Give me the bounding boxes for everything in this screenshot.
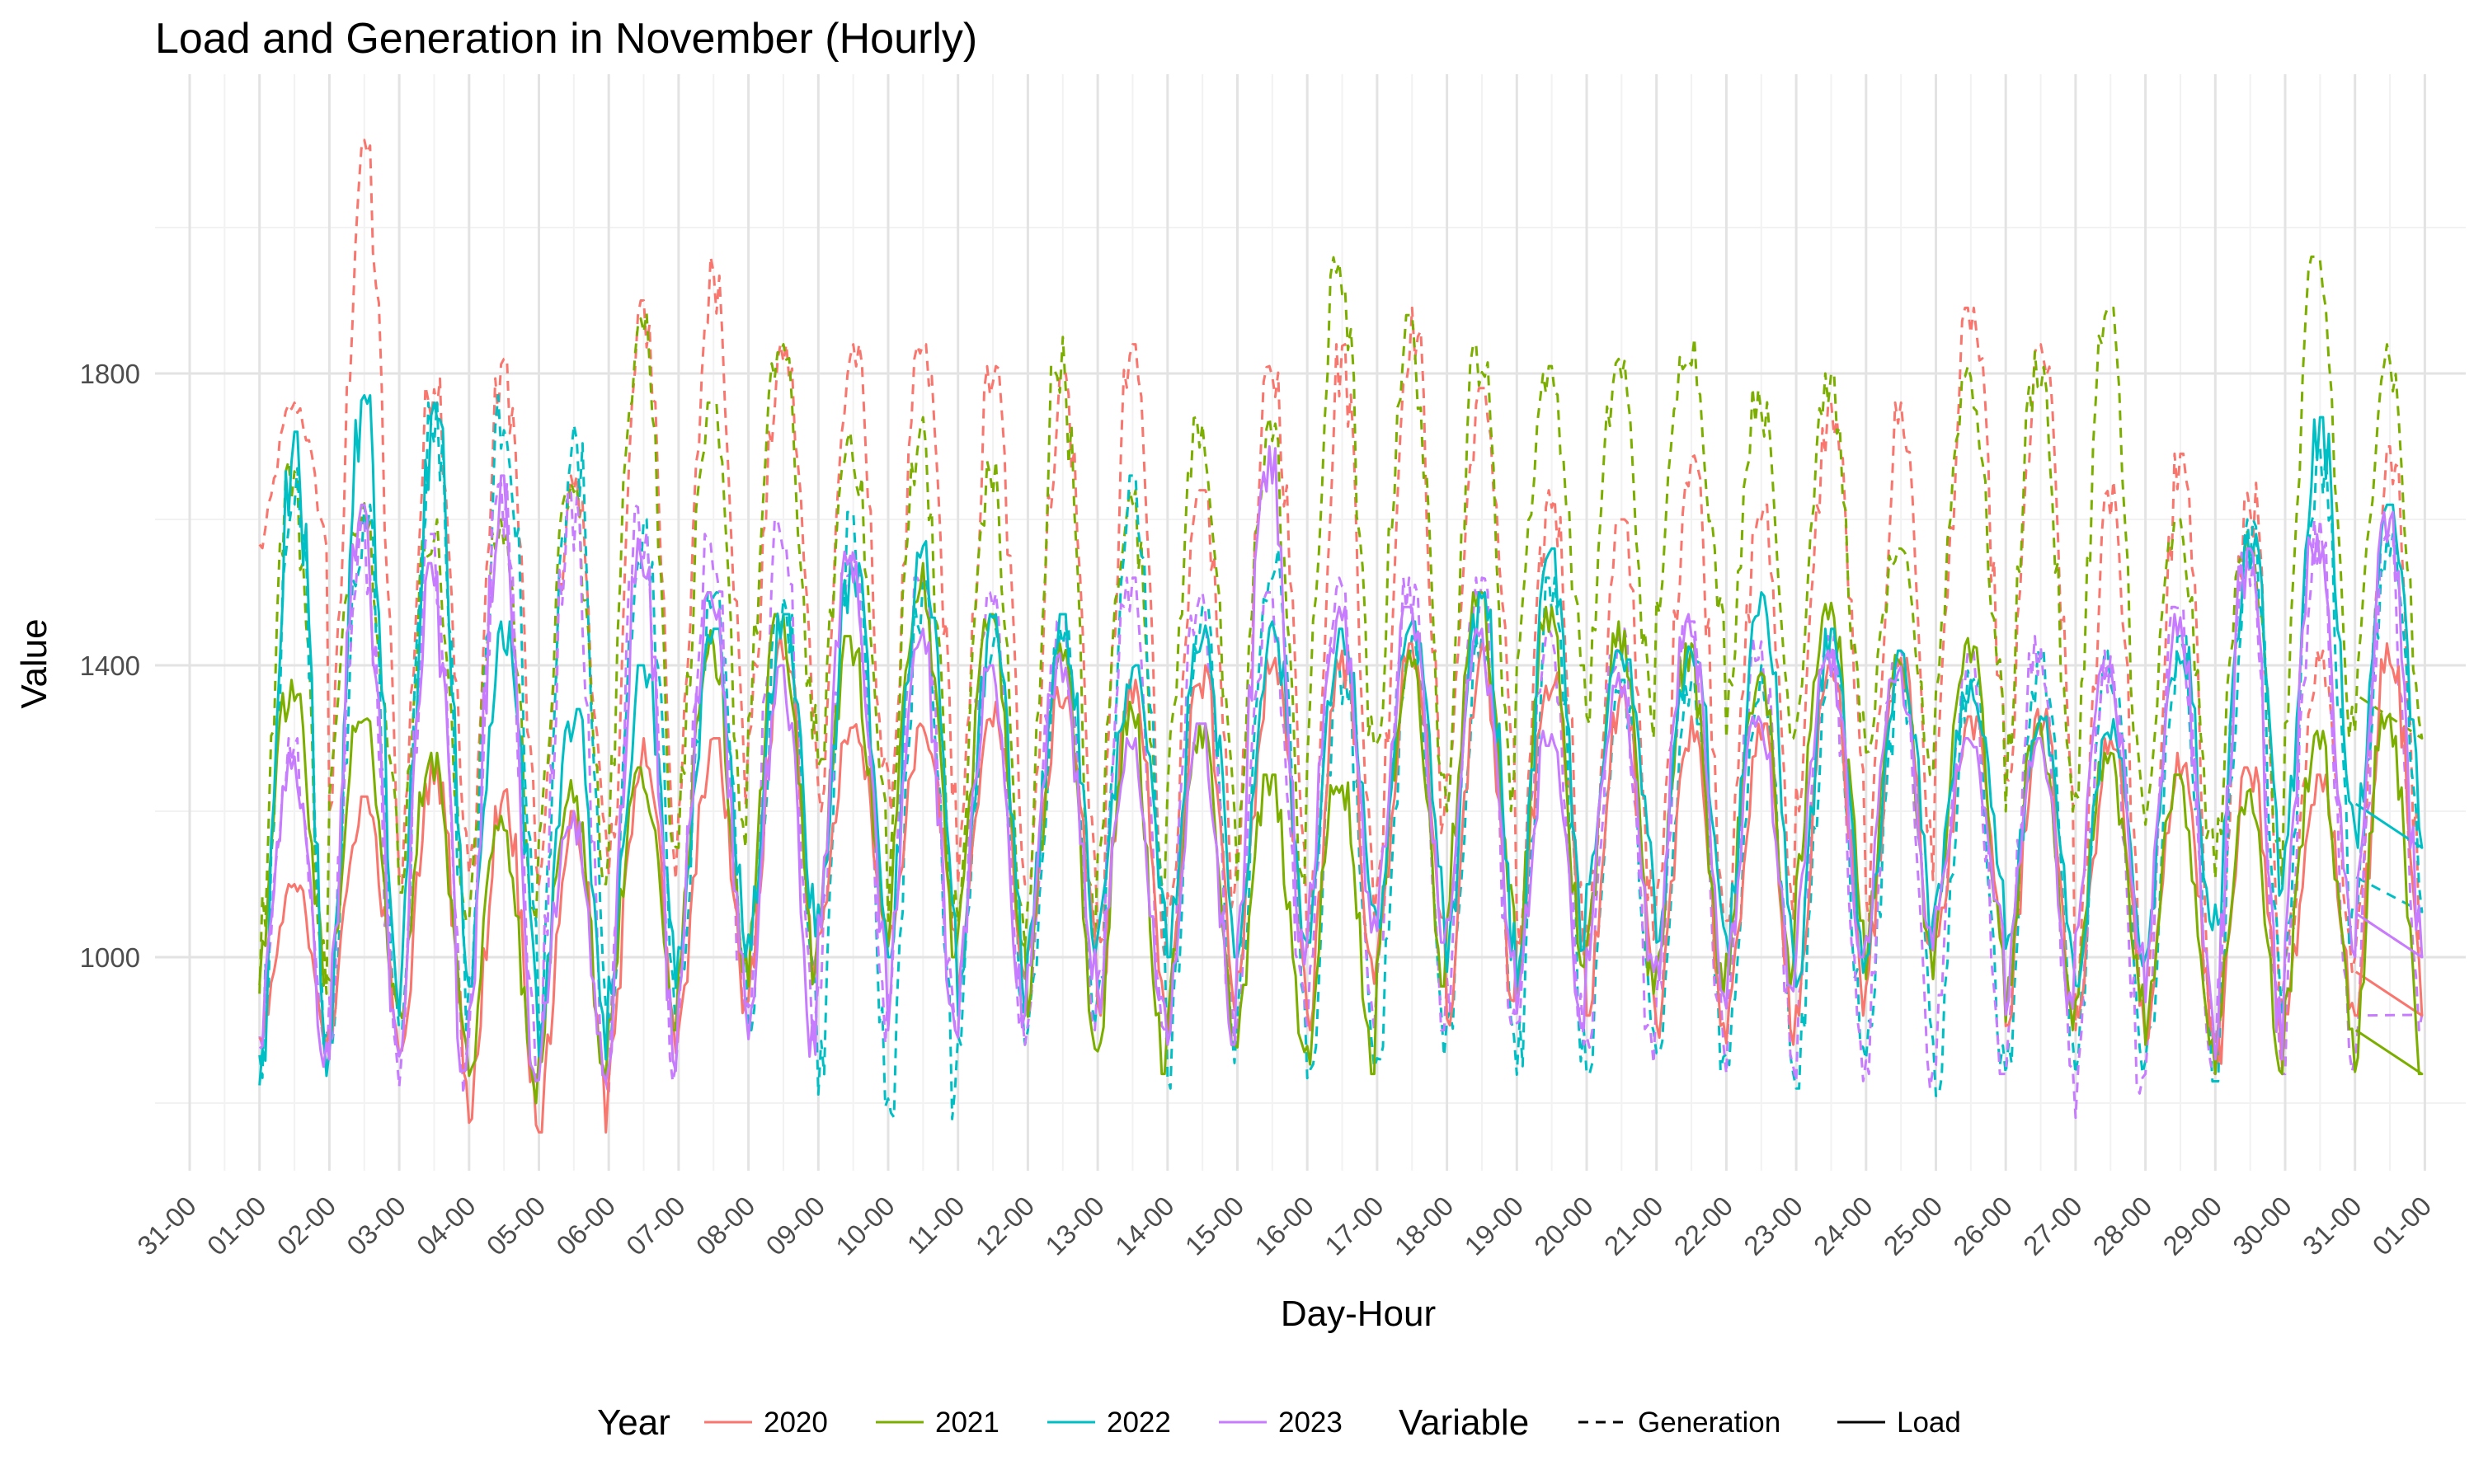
chart-title: Load and Generation in November (Hourly) <box>155 15 977 63</box>
legend-label-2023: 2023 <box>1278 1407 1343 1439</box>
x-tick-label: 26-00 <box>1947 1190 2018 1261</box>
series-line-2020-load <box>258 635 2424 1134</box>
legend-label-2021: 2021 <box>935 1407 999 1439</box>
legend: Year 2020 2021 2022 2023 Variable Generation Lo… <box>597 1402 1961 1443</box>
x-tick-label: 19-00 <box>1458 1190 1529 1261</box>
x-tick-label: 18-00 <box>1389 1190 1460 1261</box>
x-tick-label: 17-00 <box>1319 1190 1390 1261</box>
x-tick-label: 25-00 <box>1878 1190 1949 1261</box>
x-tick-label: 29-00 <box>2157 1190 2227 1261</box>
legend-label-generation: Generation <box>1638 1407 1780 1439</box>
x-tick-label: 12-00 <box>970 1190 1041 1261</box>
x-tick-label: 13-00 <box>1039 1190 1110 1261</box>
legend-label-2020: 2020 <box>764 1407 828 1439</box>
x-tick-label: 01-00 <box>2367 1190 2438 1261</box>
x-tick-label: 04-00 <box>411 1190 482 1261</box>
x-tick-label: 06-00 <box>550 1190 621 1261</box>
x-tick-label: 05-00 <box>481 1190 552 1261</box>
x-tick-label: 09-00 <box>760 1190 830 1261</box>
x-tick-label: 15-00 <box>1179 1190 1250 1261</box>
x-tick-label: 24-00 <box>1808 1190 1879 1261</box>
x-tick-label: 31-00 <box>2297 1190 2368 1261</box>
x-tick-label: 10-00 <box>830 1190 901 1261</box>
series-layer <box>258 139 2424 1134</box>
x-tick-label: 28-00 <box>2087 1190 2158 1261</box>
y-tick-label: 1400 <box>80 650 140 681</box>
series-line-2022-load <box>258 394 2424 1086</box>
legend-label-load: Load <box>1897 1407 1961 1439</box>
x-tick-label: 07-00 <box>620 1190 691 1261</box>
x-tick-label: 21-00 <box>1598 1190 1669 1261</box>
x-tick-label: 14-00 <box>1109 1190 1180 1261</box>
x-tick-label: 31-00 <box>131 1190 202 1261</box>
legend-label-2022: 2022 <box>1107 1407 1171 1439</box>
y-tick-label: 1000 <box>80 942 140 973</box>
x-tick-label: 11-00 <box>901 1190 971 1260</box>
x-tick-label: 23-00 <box>1738 1190 1808 1261</box>
y-tick-label: 1800 <box>80 359 140 389</box>
series-line-2020-generation <box>258 139 2424 1068</box>
x-tick-label: 27-00 <box>2017 1190 2088 1261</box>
series-line-2023-load <box>258 445 2424 1082</box>
x-tick-label: 30-00 <box>2227 1190 2298 1261</box>
legend-title-variable: Variable <box>1399 1402 1529 1443</box>
x-tick-label: 08-00 <box>690 1190 761 1261</box>
x-tick-label: 01-00 <box>201 1190 272 1261</box>
x-tick-label: 16-00 <box>1249 1190 1319 1261</box>
x-tick-label: 02-00 <box>271 1190 342 1261</box>
x-tick-label: 20-00 <box>1528 1190 1599 1261</box>
x-axis-title: Day-Hour <box>1281 1294 1436 1334</box>
series-line-2021-generation <box>258 255 2424 995</box>
y-axis-title: Value <box>14 618 54 708</box>
x-tick-label: 22-00 <box>1668 1190 1739 1261</box>
x-tick-label: 03-00 <box>341 1190 412 1261</box>
legend-title-year: Year <box>597 1402 670 1443</box>
axis-layer: 10001400180031-0001-0002-0003-0004-0005-… <box>80 359 2438 1261</box>
